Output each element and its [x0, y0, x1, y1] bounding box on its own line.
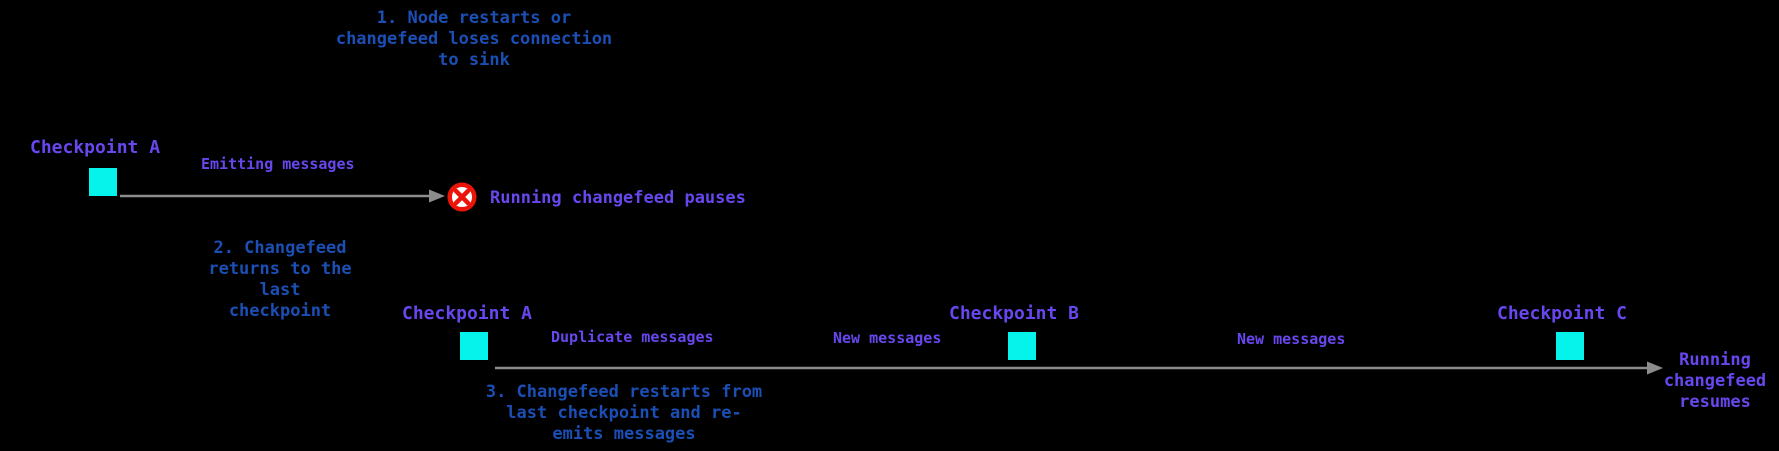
pause-icon-x-stroke: [453, 188, 471, 206]
running-changefeed-pauses-label: Running changefeed pauses: [490, 188, 746, 208]
resumed-checkpoint-a-label: Checkpoint A: [401, 303, 533, 324]
duplicate-messages-label: Duplicate messages: [551, 328, 714, 346]
resumed-checkpoint-c-label: Checkpoint C: [1496, 303, 1628, 324]
resumed-checkpoint-a-marker: [460, 332, 488, 360]
resumed-checkpoint-b-label: Checkpoint B: [948, 303, 1080, 324]
paused-timeline-arrowhead-icon: [429, 189, 445, 203]
resumed-timeline-arrow: [495, 361, 1663, 375]
step3-annotation: 3. Changefeed restarts from last checkpo…: [485, 382, 763, 444]
circle-x-pause-icon: [447, 182, 477, 212]
step1-annotation: 1. Node restarts or changefeed loses con…: [335, 8, 613, 70]
emitting-messages-label: Emitting messages: [201, 155, 355, 173]
new-messages-label-2: New messages: [1237, 330, 1346, 348]
running-changefeed-resumes-label: Running changefeed resumes: [1663, 350, 1767, 412]
paused-timeline-arrow: [120, 189, 445, 203]
resumed-timeline-arrowhead-icon: [1647, 361, 1663, 375]
step2-annotation: 2. Changefeed returns to the last checkp…: [208, 238, 352, 321]
resumed-checkpoint-c-marker: [1556, 332, 1584, 360]
paused-checkpoint-a-marker: [89, 168, 117, 196]
new-messages-label-1: New messages: [833, 329, 942, 347]
resumed-checkpoint-b-marker: [1008, 332, 1036, 360]
paused-checkpoint-a-label: Checkpoint A: [30, 137, 161, 158]
